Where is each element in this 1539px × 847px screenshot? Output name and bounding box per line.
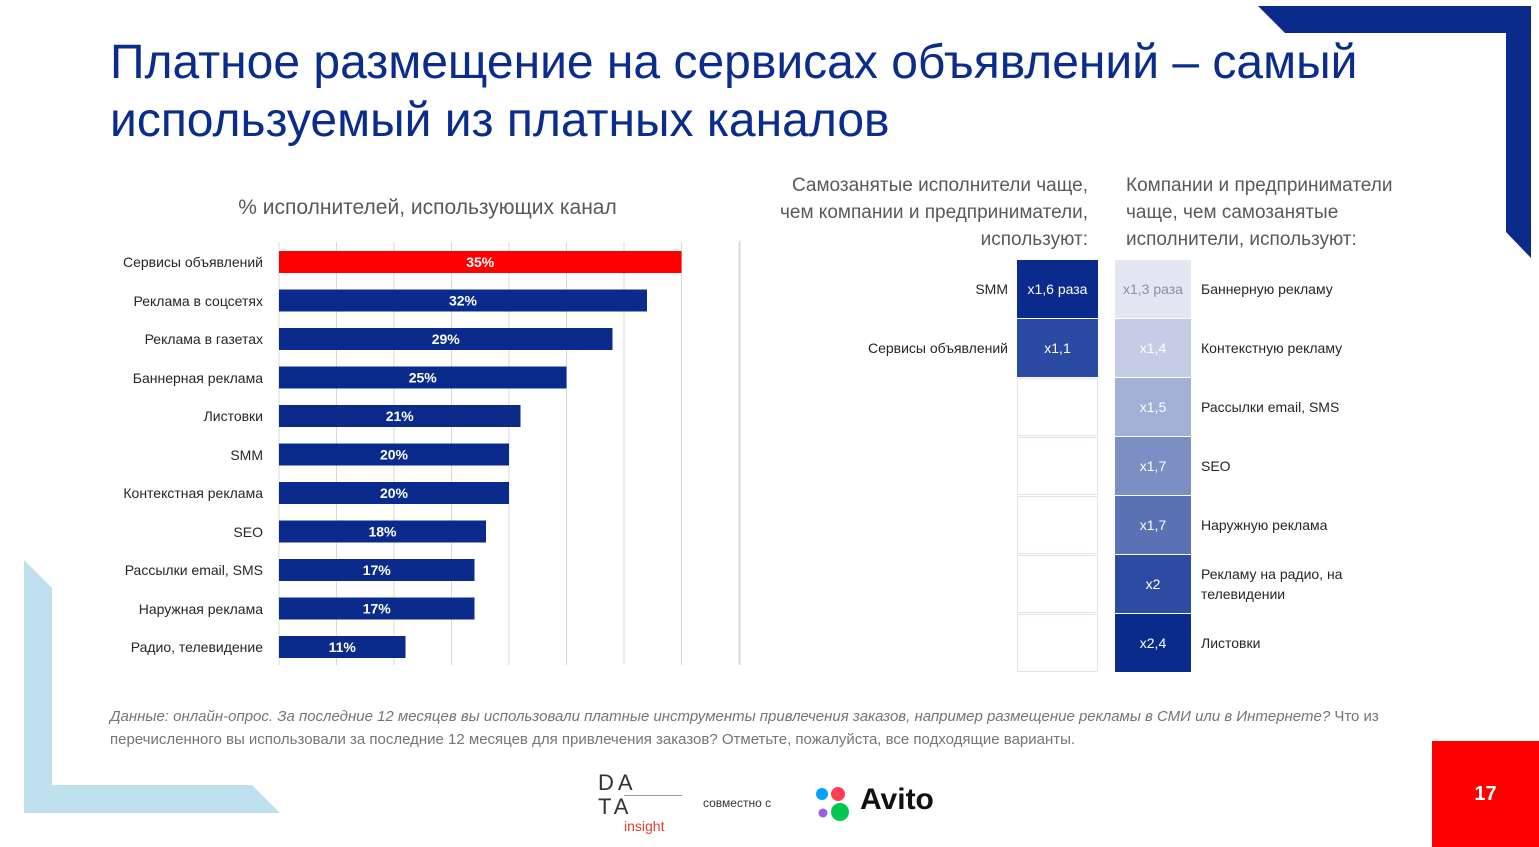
bar-category-label: Наружная реклама: [138, 600, 263, 617]
bar-category-label: Листовки: [203, 408, 263, 424]
bar: [279, 328, 613, 350]
chart-title: % исполнителей, использующих канал: [238, 196, 617, 219]
bar: [279, 289, 647, 312]
channel-label: Листовки: [1201, 635, 1261, 651]
data-insight-logo: DA TA insight: [598, 770, 682, 836]
page-number-box: [1432, 741, 1539, 847]
empty-cell: [1017, 555, 1098, 613]
page-title: Платное размещение на сервисах объявлени…: [110, 36, 1358, 147]
bar-value-label: 21%: [386, 408, 415, 424]
page-number: 17: [1474, 782, 1497, 805]
avito-dots-icon: [816, 787, 849, 821]
channel-label: Наружную реклама: [1201, 517, 1328, 533]
empty-cell: [1017, 614, 1098, 672]
bar: [279, 366, 567, 389]
bar: [279, 405, 521, 427]
channel-label: Рекламу на радио, на телевидении: [1201, 566, 1343, 602]
empty-cell: [1017, 437, 1098, 495]
channel-label: SMM: [975, 281, 1008, 297]
logo-da: DA: [598, 770, 637, 795]
ratio-cell: x1,7: [1115, 496, 1191, 554]
ratio-cell: x1,3 раза: [1115, 260, 1191, 318]
companies-header: Компании и предприниматели чаще, чем сам…: [1126, 175, 1393, 250]
footnote: Данные: онлайн-опрос. За последние 12 ме…: [110, 705, 1400, 751]
bar: [279, 443, 509, 466]
bar-category-label: Контекстная реклама: [123, 485, 263, 501]
ratio-cell: x1,4: [1115, 319, 1191, 377]
logo-insight: insight: [624, 818, 665, 834]
ratio-cell: x2,4: [1115, 614, 1191, 672]
bar: [279, 482, 509, 504]
channel-label: Баннерную рекламу: [1201, 281, 1333, 297]
together-with-label: совместно с: [703, 796, 772, 810]
bar-value-label: 11%: [329, 639, 357, 655]
bar-value-label: 20%: [380, 447, 409, 463]
channel-label: Сервисы объявлений: [867, 340, 1008, 356]
ratio-cell: x2: [1115, 555, 1191, 613]
ratio-cell: x1,6 раза: [1017, 260, 1098, 318]
bar-value-label: 17%: [363, 601, 392, 617]
bar-category-label: Баннерная реклама: [132, 369, 263, 386]
bar: [279, 251, 682, 273]
bar: [279, 520, 486, 543]
empty-cell: [1017, 496, 1098, 554]
bar: [279, 636, 406, 658]
bar-category-label: SMM: [230, 446, 263, 463]
bar-value-label: 25%: [409, 370, 438, 386]
bar: [279, 559, 475, 581]
bar-category-label: Рассылки email, SMS: [124, 562, 263, 578]
corner-decoration-bottom-left: [24, 560, 280, 813]
bar-category-label: Реклама в газетах: [144, 331, 263, 347]
corner-decoration-top-right: [1258, 6, 1531, 258]
empty-cell: [1017, 378, 1098, 436]
bar-category-label: Радио, телевидение: [130, 639, 263, 655]
logo-divider: [624, 795, 682, 796]
channel-label: SEO: [1201, 458, 1231, 474]
ratio-cell: x1,7: [1115, 437, 1191, 495]
bar-value-label: 18%: [368, 524, 397, 540]
bar-category-label: Реклама в соцсетях: [133, 292, 264, 309]
bar-value-label: 20%: [380, 485, 409, 501]
bar-value-label: 29%: [432, 331, 461, 347]
bar-category-label: SEO: [233, 523, 263, 540]
bar: [279, 597, 475, 620]
bar-category-label: Сервисы объявлений: [122, 254, 263, 270]
channel-label: Рассылки email, SMS: [1201, 399, 1340, 415]
footnote-question-cont: Что из перечисленного вы использовали за…: [110, 708, 1379, 748]
footnote-question: Данные: онлайн-опрос. За последние 12 ме…: [110, 708, 1331, 725]
ratio-cell: x1,5: [1115, 378, 1191, 436]
avito-logo-text: Avito: [860, 783, 934, 816]
logo-ta: TA: [598, 794, 633, 819]
bar-value-label: 35%: [466, 254, 495, 270]
ratio-cell: x1,1: [1017, 319, 1098, 377]
bar-value-label: 17%: [363, 562, 392, 578]
bar-value-label: 32%: [449, 293, 478, 309]
channel-label: Контекстную рекламу: [1201, 340, 1343, 356]
bar-chart: 35% 32% 29% 25% 21% 20% 20% 18% 17% 17% 11%: [278, 240, 741, 665]
self-employed-header: Самозанятые исполнители чаще, чем компан…: [780, 175, 1088, 250]
